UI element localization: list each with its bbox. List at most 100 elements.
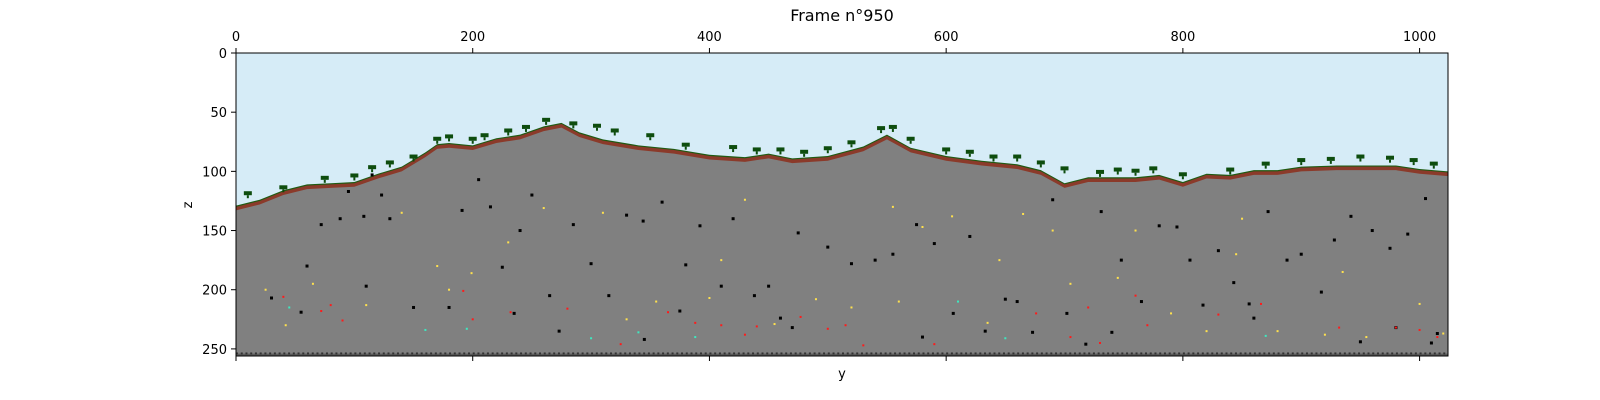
bedrock-speck bbox=[1324, 352, 1327, 355]
diamond-ore bbox=[465, 327, 468, 330]
coal-ore bbox=[698, 224, 702, 228]
bedrock-speck bbox=[524, 352, 527, 355]
bedrock-speck bbox=[1192, 352, 1195, 355]
coal-ore bbox=[1332, 238, 1336, 242]
tree-trunk bbox=[507, 132, 510, 136]
gold-ore bbox=[891, 205, 894, 208]
tree-canopy bbox=[1261, 161, 1270, 166]
bedrock-speck bbox=[1429, 352, 1432, 355]
coal-ore bbox=[512, 311, 516, 315]
bedrock-speck bbox=[666, 352, 669, 355]
bedrock-speck bbox=[557, 352, 560, 355]
coal-ore bbox=[299, 310, 303, 314]
bedrock-speck bbox=[325, 352, 328, 355]
bedrock-speck bbox=[1287, 352, 1290, 355]
diamond-ores bbox=[288, 300, 1267, 340]
gold-ore bbox=[921, 225, 924, 228]
tree-trunk bbox=[1264, 165, 1267, 169]
bedrock-speck bbox=[614, 352, 617, 355]
bedrock-speck bbox=[1182, 352, 1185, 355]
coal-ore bbox=[826, 245, 830, 249]
bedrock-speck bbox=[1433, 352, 1436, 355]
tree-canopy bbox=[409, 154, 418, 159]
bedrock-speck bbox=[1358, 352, 1361, 355]
tree-trunk bbox=[388, 164, 391, 168]
tree-canopy bbox=[1226, 167, 1235, 172]
coal-ore bbox=[1232, 281, 1236, 285]
bedrock-speck bbox=[699, 352, 702, 355]
bedrock-speck bbox=[756, 352, 759, 355]
y-tick-label: 200 bbox=[202, 284, 227, 299]
tree-trunk bbox=[353, 177, 356, 181]
tree-canopy bbox=[1297, 158, 1306, 163]
bedrock-speck bbox=[1021, 352, 1024, 355]
bedrock-speck bbox=[1282, 352, 1285, 355]
bedrock-speck bbox=[770, 352, 773, 355]
tree-trunk bbox=[992, 158, 995, 162]
tree-trunk bbox=[1300, 162, 1303, 166]
bedrock-speck bbox=[1130, 352, 1133, 355]
bedrock-speck bbox=[709, 352, 712, 355]
gold-ore bbox=[720, 259, 723, 262]
redstone-ore bbox=[1217, 313, 1220, 316]
diamond-ore bbox=[956, 300, 959, 303]
tree-canopy bbox=[368, 165, 377, 170]
bedrock-speck bbox=[1244, 352, 1247, 355]
coal-ore bbox=[873, 258, 877, 262]
bedrock-speck bbox=[681, 352, 684, 355]
redstone-ore bbox=[667, 311, 670, 314]
coal-ore bbox=[1349, 214, 1353, 218]
bedrock-speck bbox=[993, 352, 996, 355]
gold-ore bbox=[448, 288, 451, 291]
bedrock-speck bbox=[1362, 352, 1365, 355]
coal-ore bbox=[625, 213, 629, 217]
bedrock-speck bbox=[453, 352, 456, 355]
tree-trunk bbox=[880, 130, 883, 134]
bedrock-speck bbox=[1225, 352, 1228, 355]
tree-canopy bbox=[320, 175, 329, 180]
bedrock-speck bbox=[1135, 352, 1138, 355]
tree-canopy bbox=[1131, 168, 1140, 173]
redstone-ore bbox=[1087, 306, 1090, 309]
coal-ore bbox=[1247, 302, 1251, 306]
bedrock-speck bbox=[1268, 352, 1271, 355]
tree-canopy bbox=[433, 136, 442, 141]
tree-canopy bbox=[569, 121, 578, 126]
bedrock-speck bbox=[1159, 352, 1162, 355]
tree-canopy bbox=[847, 140, 856, 145]
bedrock-speck bbox=[846, 352, 849, 355]
redstone-ore bbox=[320, 310, 323, 313]
gold-ore bbox=[542, 207, 545, 210]
bedrock-speck bbox=[1372, 352, 1375, 355]
tree-trunk bbox=[826, 150, 829, 154]
tree-canopy bbox=[823, 146, 832, 151]
bedrock-speck bbox=[434, 352, 437, 355]
bedrock-speck bbox=[269, 352, 272, 355]
gold-ore bbox=[264, 288, 267, 291]
bedrock-speck bbox=[420, 352, 423, 355]
plot-frame bbox=[235, 52, 1449, 357]
bedrock-speck bbox=[1220, 352, 1223, 355]
bedrock-speck bbox=[1116, 352, 1119, 355]
bedrock-speck bbox=[1083, 352, 1086, 355]
tree-canopy bbox=[1178, 172, 1187, 177]
bedrock-speck bbox=[373, 352, 376, 355]
bedrock-speck bbox=[903, 352, 906, 355]
redstone-ores bbox=[282, 289, 1439, 347]
bedrock-speck bbox=[1414, 352, 1417, 355]
bedrock-speck bbox=[259, 352, 262, 355]
coal-ore bbox=[719, 284, 723, 288]
bedrock-speck bbox=[1073, 352, 1076, 355]
bedrock-speck bbox=[1334, 352, 1337, 355]
tree-canopy bbox=[729, 145, 738, 150]
bedrock-speck bbox=[695, 352, 698, 355]
redstone-ore bbox=[282, 295, 285, 298]
gold-ore bbox=[998, 259, 1001, 262]
bedrock-speck bbox=[548, 352, 551, 355]
tree-canopy bbox=[1096, 169, 1105, 174]
tree-canopy bbox=[906, 136, 915, 141]
tree-canopy bbox=[445, 134, 454, 139]
redstone-ore bbox=[619, 343, 622, 346]
gold-ore bbox=[1418, 302, 1421, 305]
stone-layer bbox=[236, 127, 1448, 356]
